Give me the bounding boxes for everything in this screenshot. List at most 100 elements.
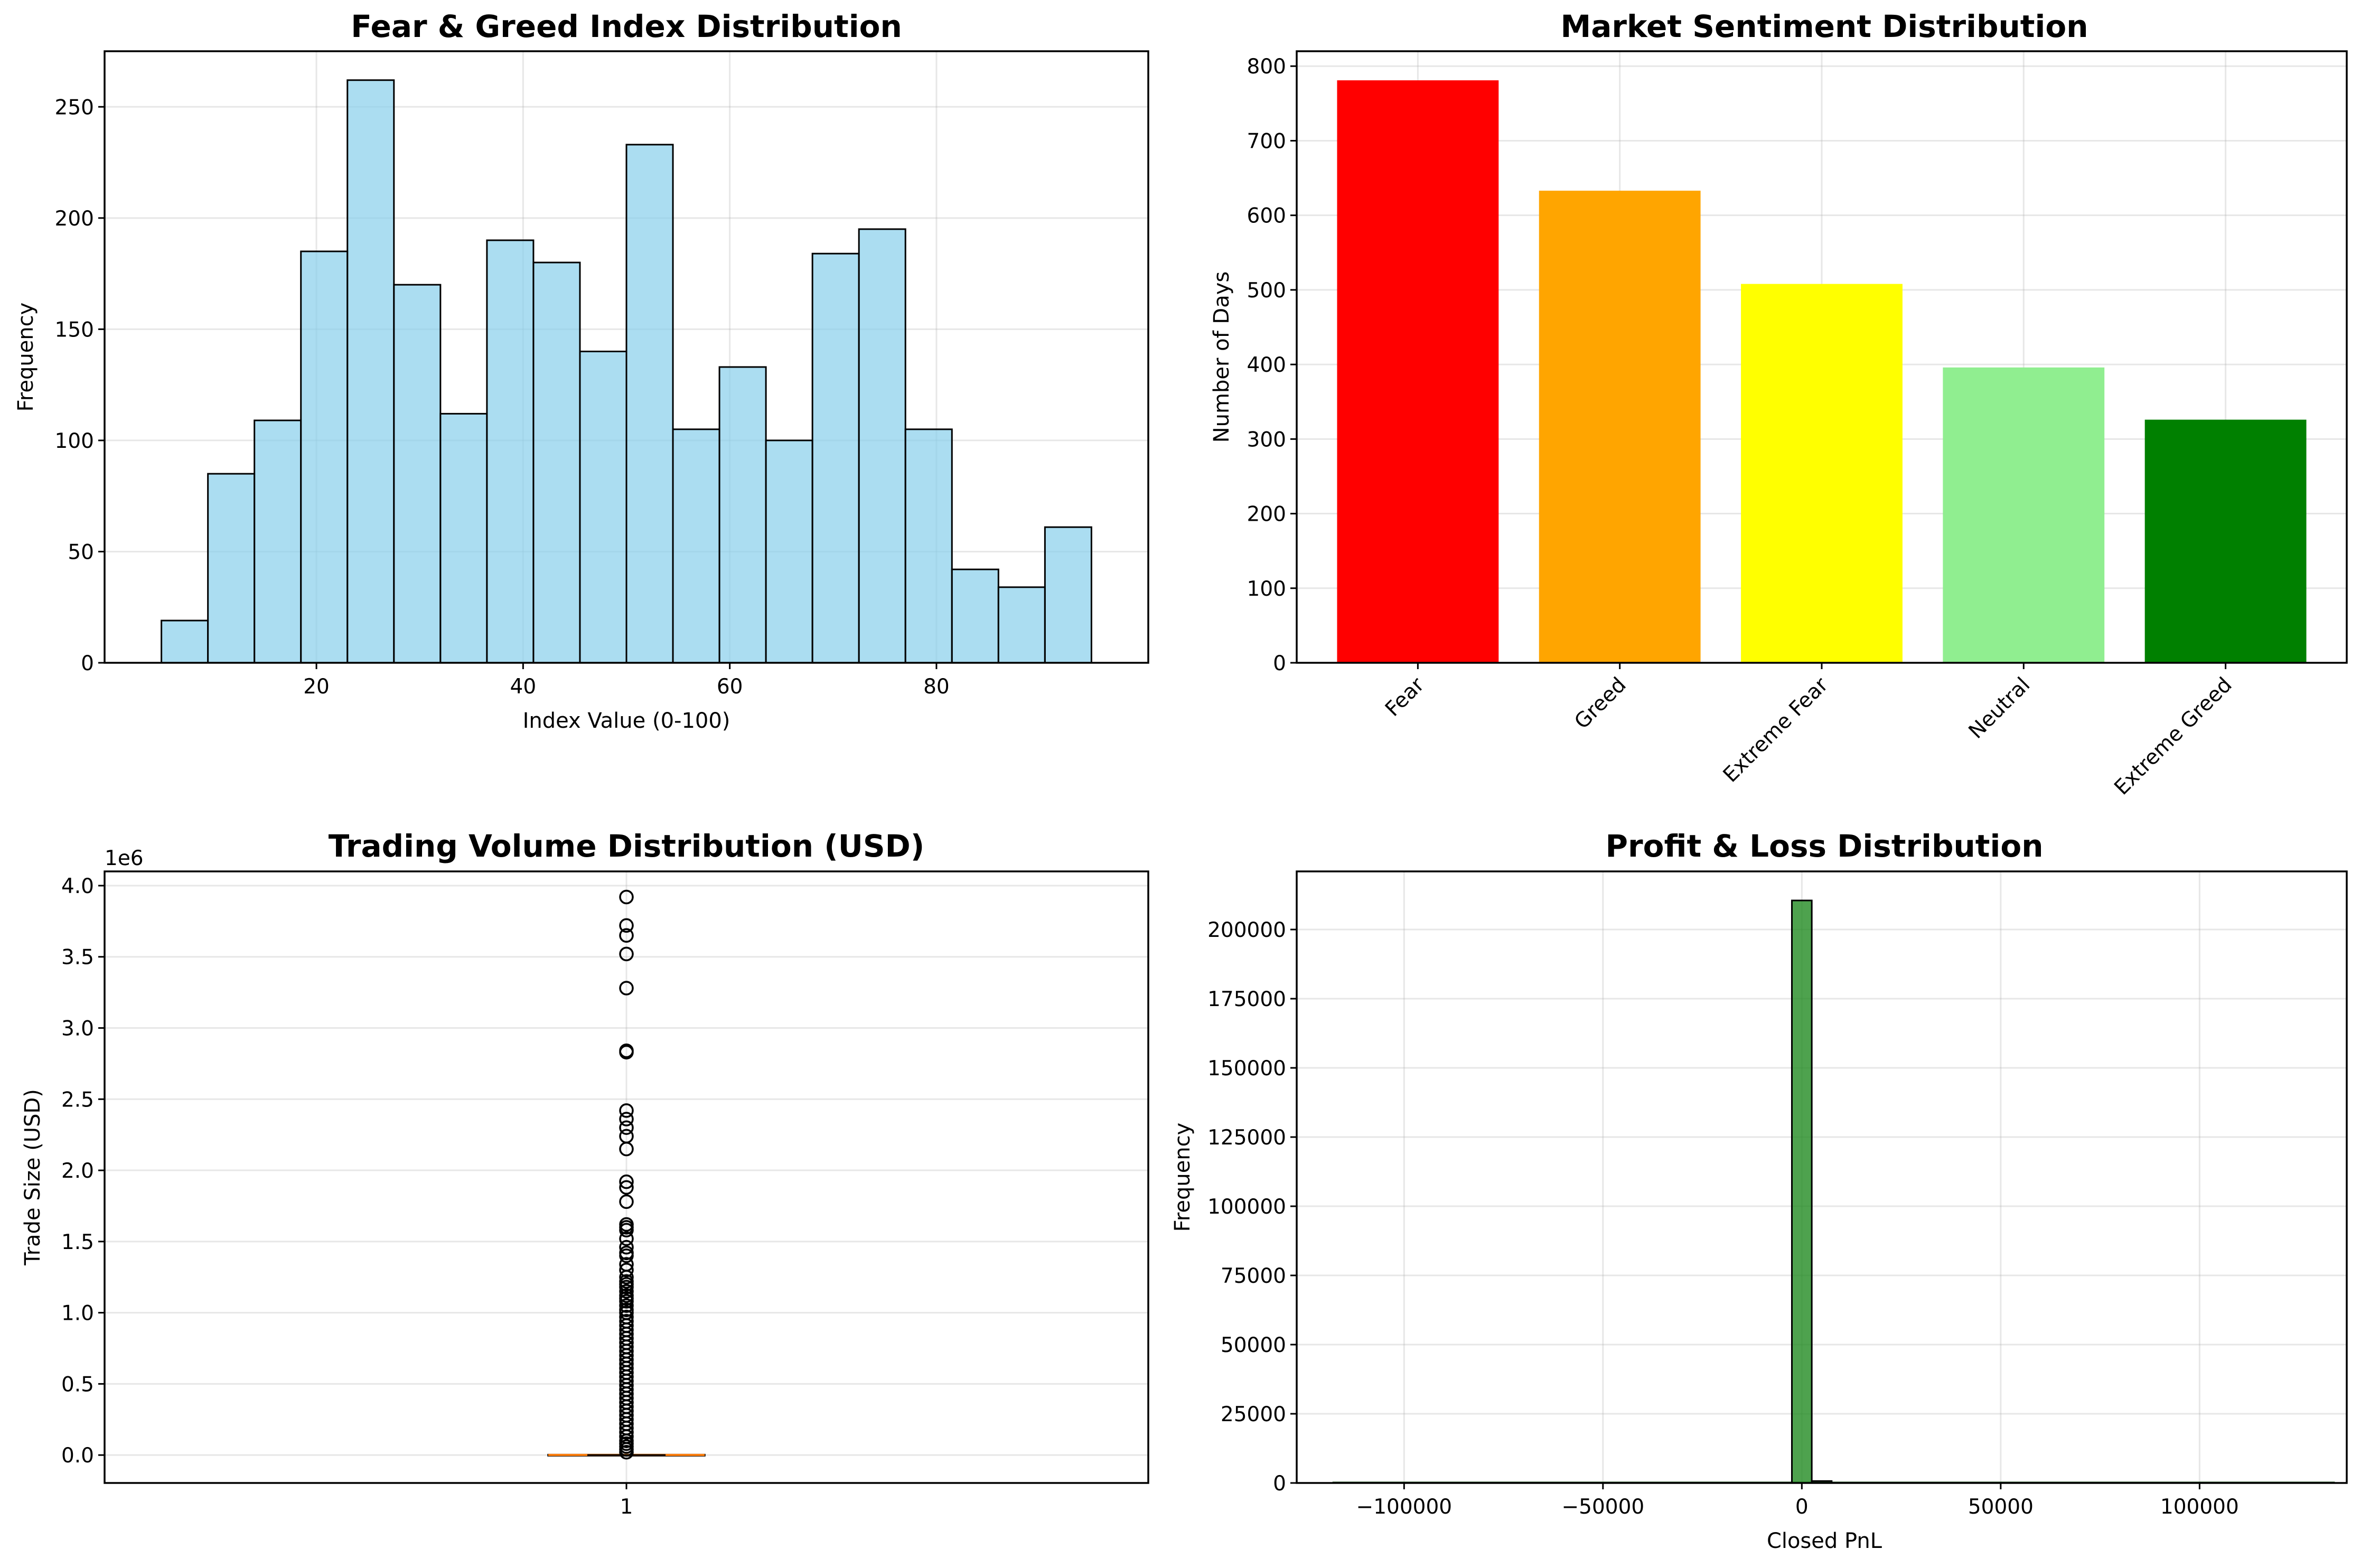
outlier-point <box>619 1298 634 1313</box>
histogram-bar <box>904 428 953 664</box>
outlier-point <box>619 1425 634 1440</box>
y-tick-label: 2.0 <box>61 1159 94 1183</box>
outlier-point <box>619 1284 634 1299</box>
trading-volume-boxplot-panel: Trading Volume Distribution (USD) 1e6 0.… <box>21 828 1149 1519</box>
histogram-bar <box>393 284 442 664</box>
histogram-bar <box>300 250 349 664</box>
outlier-point <box>619 1180 634 1195</box>
y-tick-label: 500 <box>1247 279 1286 303</box>
outlier-point <box>619 1103 634 1118</box>
market-sentiment-bar-panel: Market Sentiment Distribution 0 100 200 300… <box>1210 8 2348 800</box>
histogram-bar <box>579 350 627 664</box>
outlier-point <box>619 1280 634 1294</box>
x-tick-label: 1 <box>620 1495 633 1519</box>
outlier-point <box>619 1120 634 1135</box>
pnl-histogram-panel: Profit & Loss Distribution 0 25000 50000 75… <box>1170 828 2348 1553</box>
x-tick-label: 0 <box>1795 1495 1809 1519</box>
histogram-bar <box>439 412 488 664</box>
histogram-bar <box>532 261 581 664</box>
histogram-bar <box>254 419 302 664</box>
outlier-point <box>619 1231 634 1246</box>
histogram-bar <box>486 239 535 664</box>
histogram-bar <box>951 568 999 664</box>
outlier-point <box>619 981 634 996</box>
outlier-point <box>619 946 634 962</box>
trading-volume-title: Trading Volume Distribution (USD) <box>329 828 925 864</box>
sentiment-bar <box>1337 80 1499 663</box>
y-tick-label: 0.0 <box>61 1444 94 1468</box>
y-tick-label: 250 <box>55 96 94 119</box>
trading-volume-ylabel: Trade Size (USD) <box>21 1089 45 1266</box>
x-tick-label: 50000 <box>1968 1495 2034 1519</box>
y-tick-label: 200000 <box>1207 918 1286 942</box>
y-tick-label: 700 <box>1247 129 1286 153</box>
outlier-point <box>619 1174 634 1189</box>
x-tick-label: −50000 <box>1561 1495 1644 1519</box>
histogram-bar <box>718 366 767 664</box>
histogram-bar <box>625 144 674 664</box>
outlier-point <box>619 1045 634 1060</box>
sentiment-bar <box>1539 191 1701 663</box>
outlier-point <box>619 1262 634 1278</box>
outlier-point <box>619 1194 634 1209</box>
sentiment-bar <box>1943 367 2105 663</box>
outlier-point <box>619 918 634 933</box>
histogram-bar <box>161 619 209 664</box>
y-tick-label: 800 <box>1247 55 1286 79</box>
outlier-point <box>619 1141 634 1157</box>
y-tick-label: 3.0 <box>61 1017 94 1041</box>
y-tick-label: 125000 <box>1207 1126 1286 1150</box>
histogram-bar <box>1791 899 1813 1484</box>
y-tick-label: 200 <box>55 207 94 231</box>
x-tick-label: 60 <box>717 675 743 699</box>
y-tick-label: 0.5 <box>61 1373 94 1396</box>
histogram-bar <box>207 473 256 664</box>
outlier-point <box>619 889 634 905</box>
y-tick-label: 1.5 <box>61 1231 94 1254</box>
outlier-point <box>619 1270 634 1284</box>
y-tick-label: 75000 <box>1221 1264 1286 1288</box>
trading-volume-axes-frame <box>104 870 1149 1484</box>
sentiment-bar <box>1741 284 1903 663</box>
histogram-bar <box>997 586 1046 664</box>
trading-volume-offset-label: 1e6 <box>105 847 144 870</box>
histogram-bar <box>672 428 720 664</box>
y-tick-label: 50000 <box>1221 1334 1286 1357</box>
histogram-bar <box>1044 526 1092 664</box>
y-tick-label: 150000 <box>1207 1057 1286 1081</box>
outlier-point <box>619 928 634 943</box>
y-tick-label: 25000 <box>1221 1403 1286 1426</box>
y-tick-label: 100 <box>1247 577 1286 601</box>
market-sentiment-ylabel: Number of Days <box>1210 271 1234 443</box>
y-tick-label: 100 <box>55 429 94 453</box>
y-tick-label: 100000 <box>1207 1195 1286 1219</box>
y-tick-label: 2.5 <box>61 1088 94 1112</box>
outlier-point <box>619 1223 634 1238</box>
x-tick-label: −100000 <box>1356 1495 1453 1519</box>
outlier-point <box>619 1240 634 1255</box>
y-tick-label: 600 <box>1247 204 1286 228</box>
y-tick-label: 0 <box>1273 1472 1286 1496</box>
y-tick-label: 300 <box>1247 428 1286 452</box>
histogram-bar <box>346 79 395 664</box>
pnl-axes-frame <box>1296 870 2348 1484</box>
histogram-bar <box>811 252 860 664</box>
x-tick-label: 20 <box>303 675 330 699</box>
fear-greed-axes-frame <box>104 50 1149 664</box>
pnl-ylabel: Frequency <box>1170 1123 1195 1232</box>
y-tick-label: 400 <box>1247 353 1286 377</box>
x-tick-label: 100000 <box>2160 1495 2239 1519</box>
histogram-bar <box>858 228 906 664</box>
histogram-bar <box>765 439 813 664</box>
outlier-point <box>619 1294 634 1309</box>
market-sentiment-axes-frame <box>1296 50 2348 664</box>
fear-greed-histogram-panel: Fear & Greed Index Distribution 0 50 100 15… <box>14 8 1149 733</box>
y-tick-label: 0 <box>81 652 94 675</box>
y-tick-label: 200 <box>1247 503 1286 527</box>
y-tick-label: 50 <box>68 540 94 564</box>
fear-greed-xlabel: Index Value (0-100) <box>523 709 730 733</box>
y-tick-label: 150 <box>55 318 94 342</box>
outlier-point <box>619 1112 634 1126</box>
y-tick-label: 3.5 <box>61 946 94 970</box>
